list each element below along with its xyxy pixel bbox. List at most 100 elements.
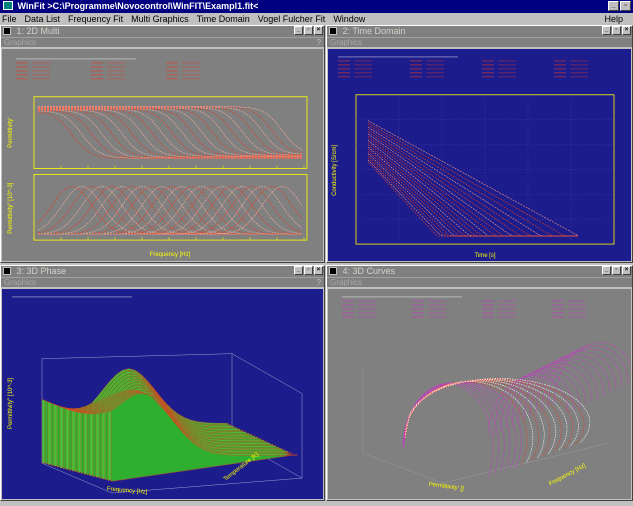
status-bar bbox=[0, 501, 633, 506]
permittivity-curve bbox=[38, 106, 303, 155]
permittivity-curve bbox=[38, 106, 303, 150]
plot-3d-phase[interactable]: Permittivity'' [10^-3] Frequency [Hz] Te… bbox=[2, 289, 323, 499]
menu-time-domain[interactable]: Time Domain bbox=[196, 14, 250, 24]
curve-3d bbox=[404, 381, 528, 465]
close-button[interactable]: × bbox=[622, 26, 631, 35]
minimize-button[interactable]: _ bbox=[294, 26, 303, 35]
app-title-bar[interactable]: WinFit >C:\Programme\Novocontrol\WinFIT\… bbox=[0, 0, 633, 13]
window-title-bar[interactable]: 4: 3D Curves _ ▫ × bbox=[327, 266, 632, 277]
restore-button[interactable]: ▫ bbox=[304, 266, 313, 275]
loss-curve bbox=[38, 186, 302, 235]
loss-curve bbox=[38, 186, 302, 235]
graphics-tab[interactable]: Graphics bbox=[330, 38, 363, 47]
x-axis-label: Frequency [Hz] bbox=[107, 486, 148, 496]
plot-time-domain[interactable]: Conductivity [S/cm] Time [s] bbox=[328, 49, 631, 261]
loss-curve bbox=[38, 186, 302, 235]
help-mark[interactable]: ? bbox=[316, 38, 321, 47]
window-time-domain[interactable]: 2: Time Domain _ ▫ × Graphics Conductivi… bbox=[326, 25, 633, 263]
loss-curve bbox=[38, 186, 303, 235]
conductivity-curve bbox=[367, 144, 578, 237]
x-axis-label: Permittivity' [] bbox=[428, 482, 464, 493]
menu-frequency-fit[interactable]: Frequency Fit bbox=[68, 14, 124, 24]
curve-3d bbox=[406, 379, 562, 453]
graphics-tab[interactable]: Graphics bbox=[330, 278, 363, 287]
loss-curve bbox=[38, 186, 302, 235]
help-mark[interactable]: ? bbox=[316, 278, 321, 287]
permittivity-curve bbox=[38, 108, 302, 157]
menu-multi-graphics[interactable]: Multi Graphics bbox=[131, 14, 189, 24]
restore-button[interactable]: ▫ bbox=[612, 266, 621, 275]
window-icon bbox=[3, 27, 11, 35]
conductivity-curve bbox=[367, 159, 578, 237]
permittivity-curve bbox=[38, 109, 302, 158]
graphics-tab[interactable]: Graphics bbox=[4, 278, 37, 287]
chart-time-domain: Conductivity [S/cm] Time [s] bbox=[332, 56, 615, 259]
window-title-bar[interactable]: 3: 3D Phase _ ▫ × bbox=[1, 266, 324, 277]
menu-help[interactable]: Help bbox=[604, 14, 623, 24]
window-title: 4: 3D Curves bbox=[342, 266, 396, 276]
conductivity-curve bbox=[367, 151, 578, 237]
graphics-tab[interactable]: Graphics bbox=[4, 38, 37, 47]
window-2d-multi[interactable]: 1: 2D Multi _ ▫ × Graphics ? bbox=[0, 25, 325, 263]
window-3d-curves[interactable]: 4: 3D Curves _ ▫ × Graphics Permittivity… bbox=[326, 265, 633, 501]
curve-3d bbox=[403, 382, 511, 471]
menu-window[interactable]: Window bbox=[333, 14, 366, 24]
menu-vogel-fulcher-fit[interactable]: Vogel Fulcher Fit bbox=[257, 14, 326, 24]
plot-3d-curves[interactable]: Permittivity' [] Frequency [Hz] bbox=[328, 289, 631, 499]
window-title: 1: 2D Multi bbox=[16, 26, 60, 36]
surface-strip bbox=[110, 392, 298, 482]
loss-curve bbox=[37, 186, 302, 235]
menu-data-list[interactable]: Data List bbox=[24, 14, 61, 24]
curve-3d-back bbox=[547, 345, 629, 408]
close-button[interactable]: × bbox=[314, 266, 323, 275]
conductivity-curve bbox=[367, 120, 579, 236]
plot-2d-multi[interactable]: Permittivity' Permittivity'' [10^-3] Fre… bbox=[2, 49, 323, 261]
permittivity-curve bbox=[38, 109, 302, 158]
conductivity-curve bbox=[367, 124, 578, 237]
chart-3d-curves: Permittivity' [] Frequency [Hz] bbox=[342, 296, 631, 493]
chart-3d-phase: Permittivity'' [10^-3] Frequency [Hz] Te… bbox=[8, 296, 303, 496]
y-axis-label: Conductivity [S/cm] bbox=[332, 145, 338, 196]
conductivity-curve bbox=[367, 153, 578, 237]
menu-file[interactable]: File bbox=[2, 14, 17, 24]
box-edge bbox=[41, 462, 113, 494]
close-button[interactable]: × bbox=[622, 266, 631, 275]
loss-curve bbox=[38, 186, 303, 235]
restore-button[interactable]: ▫ bbox=[304, 26, 313, 35]
loss-curve bbox=[37, 186, 302, 235]
window-3d-phase[interactable]: 3: 3D Phase _ ▫ × Graphics ? Permittivit… bbox=[0, 265, 325, 501]
axis-line bbox=[362, 452, 444, 484]
curve-3d-back bbox=[553, 342, 631, 405]
menu-bar: File Data List Frequency Fit Multi Graph… bbox=[0, 13, 633, 25]
minimize-button[interactable]: _ bbox=[602, 266, 611, 275]
window-controls: _ ▫ × bbox=[602, 266, 631, 275]
z-axis-label: Frequency [Hz] bbox=[548, 463, 587, 487]
x-axis-label: Time [s] bbox=[474, 253, 495, 259]
app-restore-button[interactable]: ▫ bbox=[620, 1, 631, 11]
conductivity-curve bbox=[367, 142, 578, 237]
window-title-bar[interactable]: 1: 2D Multi _ ▫ × bbox=[1, 26, 324, 37]
window-title-bar[interactable]: 2: Time Domain _ ▫ × bbox=[327, 26, 632, 37]
conductivity-curve bbox=[367, 133, 578, 237]
permittivity-curve bbox=[38, 107, 302, 157]
loss-curve bbox=[38, 186, 303, 235]
upper-plot-frame bbox=[33, 96, 308, 169]
upper-y-axis-label: Permittivity' bbox=[8, 117, 14, 147]
permittivity-curve bbox=[38, 107, 302, 156]
permittivity-real-curves bbox=[37, 106, 303, 159]
grid-lines bbox=[356, 94, 614, 245]
app-minimize-button[interactable]: _ bbox=[608, 1, 619, 11]
curve-3d bbox=[406, 379, 568, 451]
close-button[interactable]: × bbox=[314, 26, 323, 35]
minimize-button[interactable]: _ bbox=[602, 26, 611, 35]
loss-curve bbox=[38, 186, 303, 235]
minimize-button[interactable]: _ bbox=[294, 266, 303, 275]
3d-axes bbox=[362, 368, 609, 484]
loss-curve bbox=[37, 186, 302, 235]
curve-3d bbox=[405, 380, 539, 461]
restore-button[interactable]: ▫ bbox=[612, 26, 621, 35]
conductivity-curve bbox=[367, 140, 578, 237]
chart-2d-multi: Permittivity' Permittivity'' [10^-3] Fre… bbox=[8, 58, 308, 258]
chart-legend bbox=[342, 296, 586, 318]
